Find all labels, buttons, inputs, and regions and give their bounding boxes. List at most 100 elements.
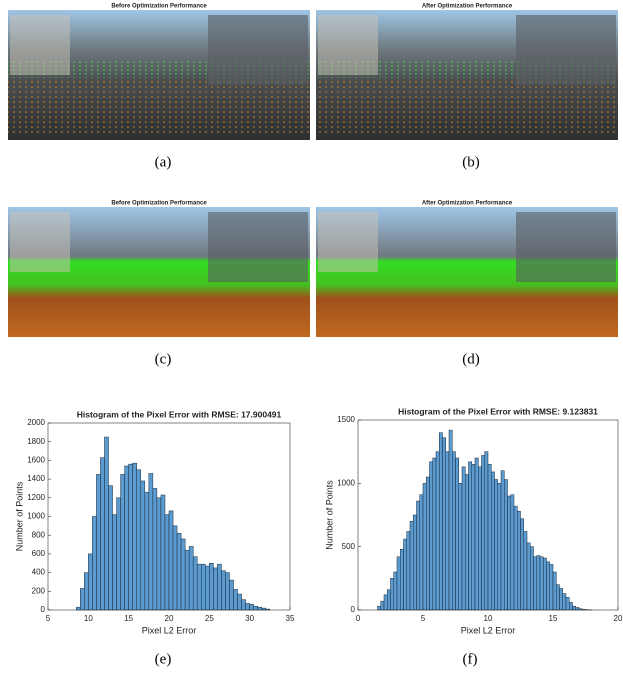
building [318, 212, 378, 272]
bar [213, 568, 217, 610]
bar [472, 464, 475, 610]
bar [462, 467, 465, 610]
y-tick-label: 500 [342, 542, 356, 551]
x-tick-label: 5 [421, 614, 426, 623]
bar [501, 471, 504, 610]
bar [76, 607, 80, 610]
y-tick-label: 0 [351, 605, 356, 614]
bar [459, 483, 462, 610]
bar [121, 474, 125, 610]
y-tick-label: 400 [32, 568, 46, 577]
bar [225, 573, 229, 610]
bar [475, 458, 478, 610]
projected-points [8, 78, 310, 133]
caption: (f) [463, 651, 478, 667]
y-tick-label: 1500 [337, 415, 355, 424]
y-tick-label: 1200 [27, 493, 45, 502]
bar [456, 458, 459, 610]
bar [153, 488, 157, 610]
caption: (d) [462, 351, 480, 367]
bar [550, 564, 553, 610]
x-tick-label: 30 [245, 614, 254, 623]
bar [88, 554, 92, 610]
bar [485, 452, 488, 610]
bar [498, 483, 501, 610]
bar [547, 562, 550, 610]
bar [258, 607, 262, 610]
y-axis-label: Number of Points [14, 481, 24, 551]
x-tick-label: 15 [549, 614, 558, 623]
bar [157, 498, 161, 610]
x-tick-label: 25 [205, 614, 214, 623]
bar [511, 495, 514, 610]
bar [177, 533, 181, 610]
bar [209, 563, 213, 610]
bar [482, 455, 485, 610]
bar [109, 486, 113, 610]
y-tick-label: 1800 [27, 437, 45, 446]
bar [504, 480, 507, 610]
bar [517, 511, 520, 610]
bar [491, 472, 494, 610]
building [208, 212, 308, 282]
bar [205, 566, 209, 610]
bar [563, 594, 566, 610]
building [318, 15, 378, 75]
y-tick-label: 1600 [27, 456, 45, 465]
bar [452, 452, 455, 610]
bar [104, 437, 108, 610]
x-axis-label: Pixel L2 Error [461, 625, 516, 635]
bar [242, 600, 246, 610]
caption: (c) [155, 351, 172, 367]
bar [92, 517, 96, 611]
bar [84, 573, 88, 610]
x-tick-label: 20 [614, 614, 623, 623]
bar [400, 549, 403, 610]
bar [569, 602, 572, 610]
bar [443, 438, 446, 610]
chart-title: Histogram of the Pixel Error with RMSE: … [77, 409, 282, 419]
bar [576, 607, 579, 610]
bar [230, 580, 234, 610]
bar [165, 515, 169, 610]
bar [381, 601, 384, 610]
bar [234, 589, 238, 610]
bar [530, 547, 533, 610]
building [516, 212, 616, 282]
bar [508, 496, 511, 610]
building [516, 15, 616, 85]
bar [181, 539, 185, 610]
y-tick-label: 200 [32, 586, 46, 595]
bar [407, 531, 410, 610]
bar [495, 480, 498, 610]
bar [125, 466, 129, 610]
bar [141, 481, 145, 610]
bar [410, 521, 413, 610]
x-tick-label: 10 [84, 614, 93, 623]
bar [80, 588, 84, 610]
bar [488, 464, 491, 610]
y-tick-label: 600 [32, 549, 46, 558]
bar [193, 557, 197, 610]
bar [397, 557, 400, 610]
bar [478, 467, 481, 610]
bar [573, 606, 576, 610]
bar [469, 462, 472, 610]
bar [433, 458, 436, 610]
bar [250, 604, 254, 610]
bar [384, 595, 387, 610]
x-tick-label: 5 [46, 614, 51, 623]
bar [465, 474, 468, 610]
projected-points [316, 78, 618, 133]
bar [413, 515, 416, 610]
bar [514, 506, 517, 610]
x-tick-label: 20 [165, 614, 174, 623]
bar [137, 470, 141, 610]
bar [524, 531, 527, 610]
bar [96, 474, 100, 610]
bar [217, 564, 221, 610]
building [10, 212, 70, 272]
bar [534, 557, 537, 610]
caption: (b) [462, 154, 480, 170]
bar [540, 557, 543, 610]
